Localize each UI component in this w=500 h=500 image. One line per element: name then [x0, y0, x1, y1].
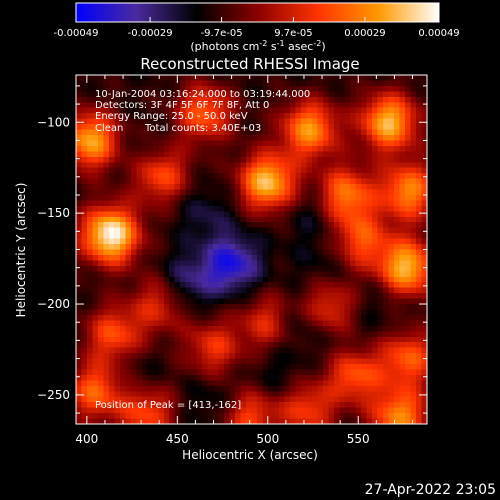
footer-timestamp: 27-Apr-2022 23:05 [365, 482, 496, 498]
clean-label: Clean [95, 123, 123, 134]
y-tick-label: −100 [37, 115, 70, 129]
x-tick-label: 400 [75, 432, 98, 446]
colorbar: -0.00049 -0.00029 -9.7e-05 9.7e-05 0.00029 0.… [54, 2, 460, 53]
colorbar-tick-label: -9.7e-05 [201, 28, 243, 39]
colorbar-tick-label: 0.00049 [418, 28, 459, 39]
energy-range-label: Energy Range: 25.0 - 50.0 keV [95, 111, 248, 122]
time-range-label: 10-Jan-2004 03:16:24.000 to 03:19:44.000 [95, 89, 310, 100]
x-tick-label: 550 [347, 432, 370, 446]
colorbar-tick-label: -0.00029 [128, 28, 173, 39]
y-tick-label: −250 [37, 388, 70, 402]
colorbar-ticks: -0.00049 -0.00029 -9.7e-05 9.7e-05 0.00029 0.… [54, 17, 460, 39]
total-counts-label: Total counts: 3.40E+03 [144, 123, 261, 134]
colorbar-tick-label: 0.00029 [344, 28, 385, 39]
colorbar-unit: (photons cm-2 s-1 asec-2) [190, 39, 325, 53]
chart-title: Reconstructed RHESSI Image [140, 55, 359, 73]
annotations: 10-Jan-2004 03:16:24.000 to 03:19:44.000… [95, 89, 310, 411]
x-tick-label: 450 [166, 432, 189, 446]
colorbar-tick-label: 9.7e-05 [274, 28, 312, 39]
plot-area: 400 450 500 550 −100 −150 −200 −250 [37, 74, 428, 446]
detectors-label: Detectors: 3F 4F 5F 6F 7F 8F, Att 0 [95, 100, 269, 111]
x-axis-label: Heliocentric X (arcsec) [182, 448, 318, 462]
y-axis-label: Heliocentric Y (arcsec) [14, 183, 28, 318]
heatmap-image [76, 75, 427, 424]
colorbar-tick-label: -0.00049 [54, 28, 99, 39]
colorbar-frame [75, 2, 440, 23]
y-tick-label: −150 [37, 206, 70, 220]
peak-position-label: Position of Peak = [413,-162] [95, 400, 241, 411]
y-tick-label: −200 [37, 297, 70, 311]
axis-ticks: 400 450 500 550 −100 −150 −200 −250 [37, 75, 427, 446]
x-tick-label: 500 [256, 432, 279, 446]
colorbar-gradient [76, 3, 439, 22]
